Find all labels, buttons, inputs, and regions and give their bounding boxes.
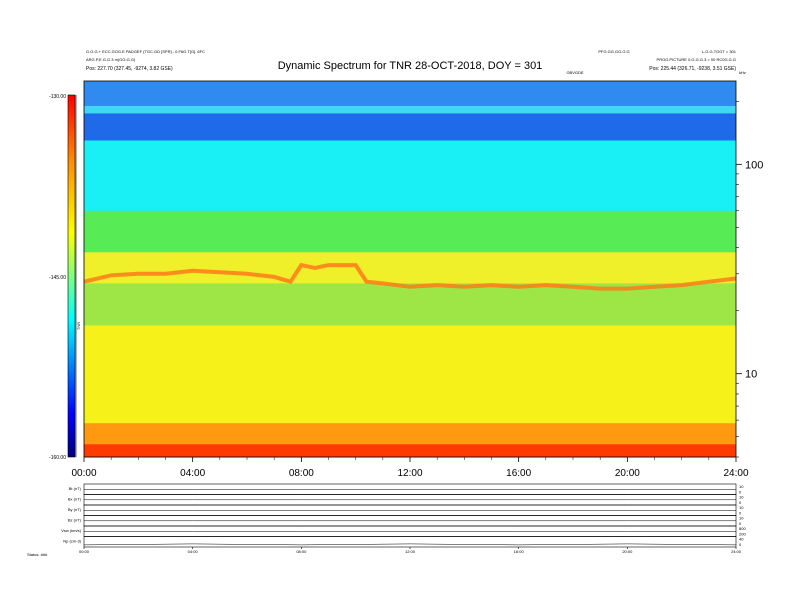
frequency-axis: 100 10: [736, 100, 763, 458]
spectrum-band-1: [84, 105, 736, 114]
header-right-line1: L.G.G.TGGT = 301: [702, 49, 737, 54]
panel-right-tick: 0: [739, 490, 742, 495]
panel-right-tick: 10: [739, 505, 744, 510]
spectrum-band-0: [84, 81, 736, 107]
panel-x-tick-label: 20:00: [622, 549, 633, 554]
panel-label: Np (cm-3): [63, 539, 81, 544]
chart-title: Dynamic Spectrum for TNR 28-OCT-2018, DO…: [278, 60, 543, 72]
y-tick-label: 100: [745, 159, 763, 171]
panel-x-tick-label: 12:00: [405, 549, 416, 554]
status-label: Status: ###: [27, 552, 48, 557]
spectrum-band-9: [84, 444, 736, 458]
x-tick-label: 08:00: [289, 468, 314, 479]
colorbar-tick-top: -130.00: [49, 94, 66, 100]
colorbar-label: TNR: [76, 322, 81, 330]
panel-right-tick: 10: [739, 495, 744, 500]
x-tick-label: 04:00: [180, 468, 205, 479]
time-axis: 00:00 04:00 08:00 12:00 16:00 20:00 24:00: [71, 457, 749, 479]
colorbar-tick-bottom: -160.00: [49, 455, 66, 461]
panel-label: By (nT): [68, 507, 82, 512]
header-left-line3: Pos: 227.70 (327.45, -9274, 3.82 GSE): [86, 66, 173, 72]
spectrogram: [84, 81, 736, 458]
panel-x-tick-label: 00:00: [79, 549, 90, 554]
spectrum-band-2: [84, 113, 736, 141]
panel-right-tick: 10: [739, 484, 744, 489]
header-right-line2: PROG.PICTURE 0.G.G.G.3 = 00 RC0G.G.G: [657, 57, 736, 62]
colorbar-tick-mid: -145.00: [49, 275, 66, 281]
panel-label: Bz (nT): [68, 518, 82, 523]
panel-x-tick-label: 24:00: [731, 549, 742, 554]
panel-frame: [83, 536, 737, 548]
emission-line: [83, 262, 737, 291]
x-tick-label: 12:00: [397, 468, 422, 479]
spectrum-band-8: [84, 423, 736, 445]
panel-series: [83, 543, 737, 546]
panel-label: Bx (nT): [68, 497, 82, 502]
panel-right-tick: 0: [739, 542, 742, 547]
spectrum-band-4: [84, 210, 736, 253]
panel-right-tick: 40: [739, 537, 744, 542]
header-left-line1: G.G.G.+ ECC.GOG.E PADGEF (TGC.GD [SPR] -…: [86, 49, 205, 54]
panel-x-tick-label: 04:00: [188, 549, 199, 554]
panel-right-tick: 800: [739, 526, 746, 531]
header-left-line2: ARG.P.E.G.G.3 m(GG:G.G): [86, 57, 136, 62]
x-tick-label: 16:00: [506, 468, 531, 479]
panel-right-tick: 200: [739, 532, 746, 537]
panel-x-tick-label: 08:00: [296, 549, 307, 554]
panels-time-axis: 00:00 04:00 08:00 12:00 16:00 20:00 24:00: [79, 547, 742, 554]
y-tick-label: 10: [745, 369, 757, 381]
frequency-unit-label: kHz: [739, 70, 746, 75]
panel-x-tick-label: 16:00: [514, 549, 525, 554]
x-tick-label: 00:00: [71, 468, 96, 479]
spectrum-band-3: [84, 140, 736, 212]
panel-label: Bt (nT): [69, 486, 82, 491]
x-tick-label: 20:00: [615, 468, 640, 479]
panel-right-tick: 0: [739, 511, 742, 516]
header-right-line3: Pos: 225.44 (326.71, -9238, 3.51 GSE): [649, 66, 736, 72]
panel-right-tick: 10: [739, 516, 744, 521]
emission-band: [83, 262, 737, 291]
header-mid-line1: PFG.GG.GG.G.G: [598, 49, 629, 54]
spectrum-band-7: [84, 325, 736, 424]
colorbar: [67, 94, 76, 458]
header-mid-line2: GBVGDE: [566, 70, 583, 75]
x-tick-label: 24:00: [723, 468, 748, 479]
panel-right-tick: 0: [739, 500, 742, 505]
panel-right-tick: 0: [739, 521, 742, 526]
spectrum-band-5: [84, 252, 736, 284]
panel-label: Vsw (km/s): [61, 528, 81, 533]
